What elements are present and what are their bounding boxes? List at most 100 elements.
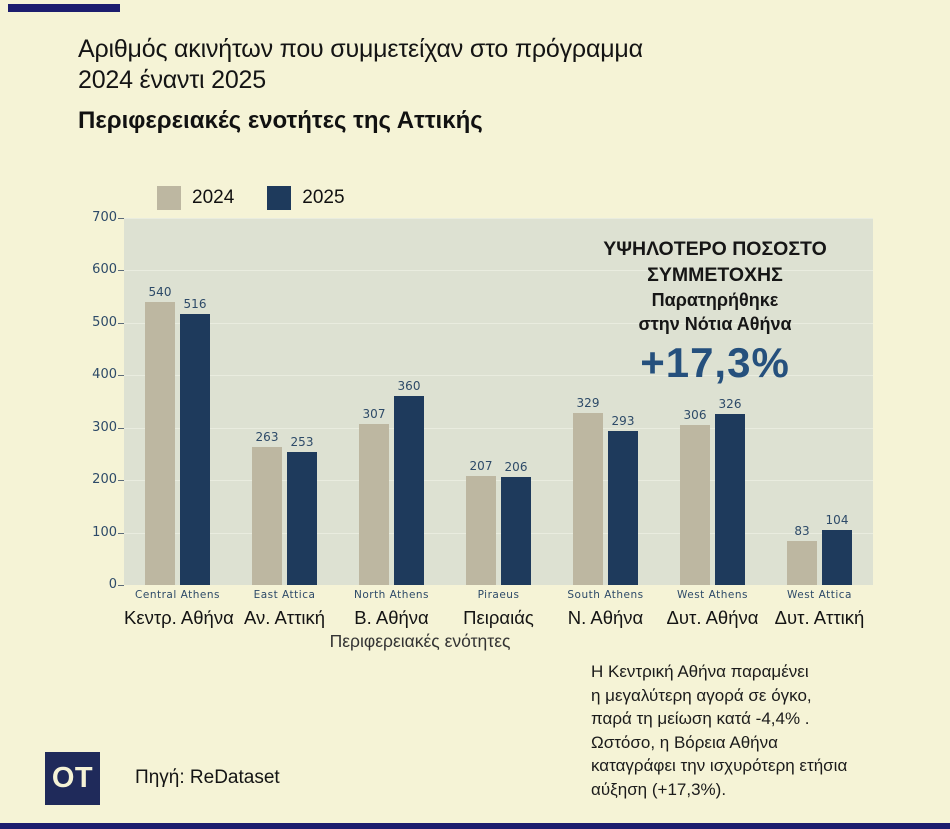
x-category: North Athens Β. Αθήνα bbox=[338, 589, 445, 629]
header: Αριθμός ακινήτων που συμμετείχαν στο πρό… bbox=[78, 34, 643, 135]
gridline bbox=[124, 532, 873, 534]
y-tick-mark bbox=[118, 427, 124, 429]
x-axis-labels: Central Athens Κεντρ. Αθήνα East Attica Αν.… bbox=[124, 589, 873, 629]
bar-2025 bbox=[501, 477, 531, 585]
footnote-line: Ωστόσο, η Βόρεια Αθήνα bbox=[591, 732, 778, 752]
bar-with-label: 104 bbox=[822, 513, 852, 585]
gridline bbox=[124, 322, 873, 324]
bar-value-label: 326 bbox=[718, 397, 742, 412]
y-tick-label: 600 bbox=[92, 262, 117, 278]
y-tick-mark bbox=[118, 322, 124, 324]
x-category-label-el: Αν. Αττική bbox=[243, 607, 326, 628]
x-category-label-en: North Athens bbox=[353, 589, 430, 601]
bar-value-label: 306 bbox=[683, 407, 707, 422]
bar-value-label: 329 bbox=[576, 395, 600, 410]
bar-2025 bbox=[287, 452, 317, 585]
bar-value-label: 307 bbox=[362, 407, 386, 422]
bar-with-label: 83 bbox=[787, 524, 817, 585]
bar-with-label: 516 bbox=[180, 297, 210, 585]
highlight-annotation: ΥΨΗΛΟΤΕΡΟ ΠΟΣΟΣΤΟ ΣΥΜΜΕΤΟΧΗΣ Παρατηρήθηκ… bbox=[565, 236, 865, 387]
brand-dash bbox=[8, 4, 120, 12]
x-axis-title: Περιφερειακές ενότητες bbox=[329, 631, 511, 651]
bar-value-label: 206 bbox=[504, 460, 528, 474]
bar-with-label: 360 bbox=[394, 379, 424, 585]
bar-value-label: 293 bbox=[611, 414, 635, 429]
y-tick-mark bbox=[118, 270, 124, 272]
y-tick-label: 200 bbox=[92, 472, 117, 488]
bar-with-label: 206 bbox=[501, 460, 531, 585]
footnote-line: καταγράφει την ισχυρότερη ετήσια bbox=[591, 756, 848, 775]
x-category-label-el: Δυτ. Αττική bbox=[774, 607, 865, 628]
legend-label-2025: 2025 bbox=[302, 187, 345, 208]
footnote-text: Η Κεντρική Αθήνα παραμένει η μεγαλύτερη … bbox=[591, 660, 911, 801]
y-tick-label: 500 bbox=[92, 314, 117, 330]
bar-2025 bbox=[394, 396, 424, 585]
gridline bbox=[124, 270, 873, 272]
annotation-heading-line2: ΣΥΜΜΕΤΟΧΗΣ bbox=[647, 264, 783, 286]
gridline bbox=[124, 427, 873, 429]
footnote-line: αύξηση (+17,3%). bbox=[591, 779, 727, 799]
source-text: Πηγή: ReDataset bbox=[135, 767, 280, 788]
bar-value-label: 360 bbox=[397, 379, 421, 394]
chart-title-line2: 2024 έναντι 2025 bbox=[78, 66, 266, 94]
bar-with-label: 540 bbox=[145, 285, 175, 585]
bar-with-label: 326 bbox=[715, 397, 745, 585]
bar-group: 307 360 bbox=[338, 218, 445, 585]
bar-2025 bbox=[822, 530, 852, 585]
bar-with-label: 207 bbox=[466, 459, 496, 585]
y-tick-label: 700 bbox=[92, 210, 117, 225]
footnote-line: Η Κεντρική Αθήνα παραμένει bbox=[591, 662, 809, 681]
bar-2025 bbox=[608, 431, 638, 585]
x-category-label-en: West Athens bbox=[676, 589, 748, 601]
x-category: Piraeus Πειραιάς bbox=[445, 589, 552, 629]
x-category-label-en: Piraeus bbox=[477, 589, 520, 601]
y-tick-label: 0 bbox=[108, 577, 117, 592]
x-category-label-en: West Attica bbox=[786, 589, 852, 601]
bar-2024 bbox=[680, 424, 710, 585]
bar-with-label: 263 bbox=[252, 430, 282, 585]
bar-2024 bbox=[787, 541, 817, 585]
bar-value-label: 253 bbox=[290, 435, 314, 450]
y-tick-mark bbox=[118, 585, 124, 586]
bar-2024 bbox=[145, 301, 175, 585]
bar-2024 bbox=[573, 412, 603, 585]
x-category-label-el: Δυτ. Αθήνα bbox=[666, 607, 759, 628]
gridline bbox=[124, 375, 873, 377]
bar-with-label: 253 bbox=[287, 435, 317, 585]
x-category: West Attica Δυτ. Αττική bbox=[766, 589, 873, 629]
bar-with-label: 293 bbox=[608, 414, 638, 585]
bar-value-label: 263 bbox=[255, 430, 279, 445]
x-category: West Athens Δυτ. Αθήνα bbox=[659, 589, 766, 629]
annotation-sub-line1: Παρατηρήθηκε bbox=[651, 290, 779, 310]
bar-group: 329 293 bbox=[552, 218, 659, 585]
x-category-label-el: Β. Αθήνα bbox=[354, 607, 429, 628]
gridline bbox=[124, 218, 873, 219]
chart-subtitle: Περιφερειακές ενοτήτες της Αττικής bbox=[78, 107, 483, 134]
y-tick-mark bbox=[118, 375, 124, 377]
ot-logo: OT bbox=[45, 752, 100, 805]
bar-groups: 540 516 263 253 307 360 207 206 329 293 306 326 83 10… bbox=[124, 218, 873, 585]
bar-with-label: 307 bbox=[359, 407, 389, 585]
bar-group: 83 104 bbox=[766, 218, 873, 585]
bar-with-label: 306 bbox=[680, 408, 710, 585]
chart-title-line1: Αριθμός ακινήτων που συμμετείχαν στο πρό… bbox=[78, 35, 643, 63]
y-tick-label: 400 bbox=[92, 367, 117, 383]
bar-value-label: 104 bbox=[825, 513, 849, 528]
y-tick-label: 100 bbox=[92, 524, 117, 540]
x-category: South Athens Ν. Αθήνα bbox=[552, 589, 659, 629]
annotation-sub-line2: στην Νότια Αθήνα bbox=[638, 314, 792, 334]
brand-bottom-bar bbox=[0, 823, 950, 829]
x-category-label-el: Ν. Αθήνα bbox=[567, 607, 644, 628]
x-category-label-el: Κεντρ. Αθήνα bbox=[124, 607, 234, 628]
footnote-line: η μεγαλύτερη αγορά σε όγκο, bbox=[591, 685, 812, 705]
bar-2024 bbox=[466, 476, 496, 585]
bar-2024 bbox=[252, 447, 282, 585]
legend-label-2024: 2024 bbox=[192, 187, 235, 208]
gridline bbox=[124, 480, 873, 482]
bar-2025 bbox=[715, 414, 745, 585]
x-category: Central Athens Κεντρ. Αθήνα bbox=[124, 589, 234, 629]
annotation-percentage: +17,3% bbox=[640, 339, 790, 386]
legend: 2024 2025 bbox=[157, 186, 378, 210]
y-tick-label: 300 bbox=[92, 419, 117, 435]
